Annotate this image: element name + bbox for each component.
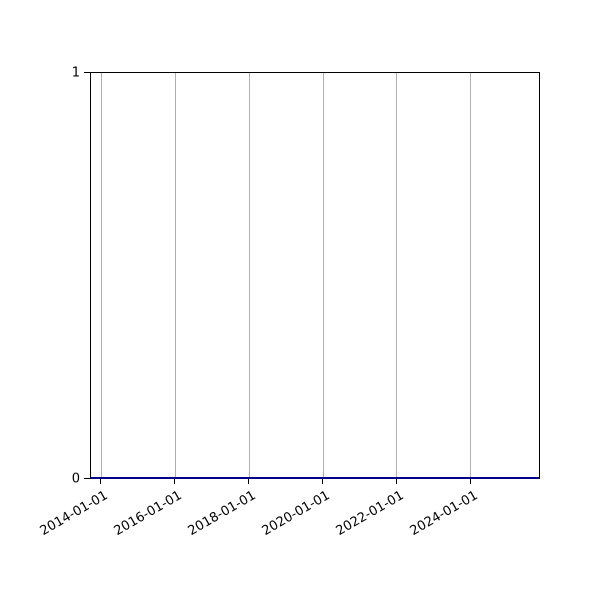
series-line xyxy=(91,477,539,479)
gridline xyxy=(249,73,250,478)
x-tick-mark xyxy=(248,479,249,484)
x-tick-mark xyxy=(470,479,471,484)
y-tick-mark xyxy=(84,478,90,479)
y-tick-label: 1 xyxy=(71,65,80,81)
gridline xyxy=(323,73,324,478)
x-tick-mark xyxy=(396,479,397,484)
x-tick-mark xyxy=(100,479,101,484)
y-tick-label: 0 xyxy=(71,471,80,487)
gridline xyxy=(101,73,102,478)
plot-area xyxy=(90,72,540,479)
gridline xyxy=(470,73,471,478)
x-tick-mark xyxy=(174,479,175,484)
x-tick-mark xyxy=(322,479,323,484)
gridline xyxy=(175,73,176,478)
y-tick-mark xyxy=(84,72,90,73)
gridline xyxy=(396,73,397,478)
